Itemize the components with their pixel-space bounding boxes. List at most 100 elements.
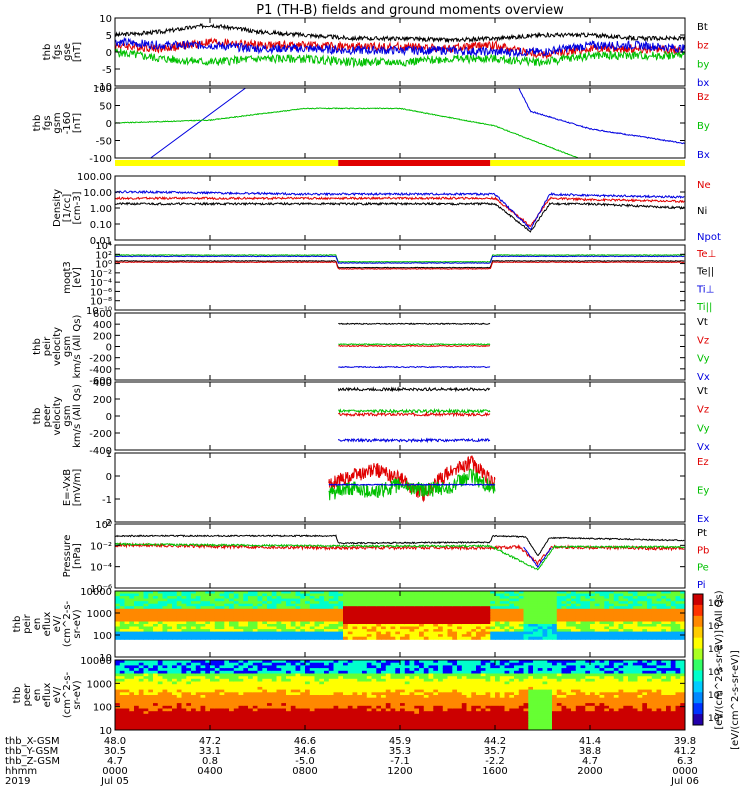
spectrogram-cell	[618, 621, 624, 625]
spectrogram-cell	[442, 673, 449, 677]
spectrogram-cell	[115, 631, 121, 635]
spectrogram-cell	[324, 662, 330, 666]
spectrogram-cell	[504, 692, 510, 696]
spectrogram-cell	[115, 603, 121, 607]
spectrogram-cell	[319, 662, 325, 666]
spectrogram-cell	[115, 716, 121, 720]
spectrogram-cell	[442, 700, 449, 704]
spectrogram-cell	[191, 662, 197, 666]
spectrogram-cell	[233, 591, 240, 595]
spectrogram-cell	[295, 636, 301, 640]
spectrogram-cell	[547, 681, 553, 685]
spectrogram-cell	[286, 724, 292, 728]
spectrogram-cell	[324, 678, 330, 683]
spectrogram-cell	[276, 591, 282, 595]
spectrogram-cell	[485, 611, 491, 615]
spectrogram-cell	[176, 606, 183, 610]
spectrogram-cell	[138, 611, 145, 615]
spectrogram-cell	[210, 636, 216, 640]
spectrogram-cell	[552, 634, 558, 638]
spectrogram-cell	[414, 593, 420, 597]
spectrogram-cell	[385, 636, 392, 640]
spectrogram-cell	[347, 634, 354, 638]
spectrogram-cell	[514, 724, 520, 728]
spectrogram-cell	[528, 596, 534, 600]
spectrogram-cell	[134, 681, 140, 685]
spectrogram-cell	[609, 598, 615, 602]
spectrogram-cell	[148, 603, 154, 607]
spectrogram-cell	[428, 618, 434, 622]
spectrogram-cell	[157, 665, 164, 669]
spectrogram-cell	[594, 727, 601, 730]
spectrogram-cell	[414, 598, 420, 602]
spectrogram-cell	[352, 703, 358, 707]
spectrogram-cell	[281, 705, 287, 710]
spectrogram-cell	[400, 608, 406, 612]
spectrogram-cell	[248, 686, 254, 691]
spectrogram-cell	[533, 684, 539, 688]
spectrogram-cell	[523, 686, 529, 691]
spectrogram-cell	[433, 660, 439, 664]
spectrogram-cell	[267, 629, 273, 633]
spectrogram-cell	[523, 660, 529, 664]
spectrogram-cell	[404, 611, 411, 615]
spectrogram-cell	[680, 618, 685, 622]
spectrogram-cell	[210, 670, 216, 675]
spectrogram-cell	[347, 660, 354, 664]
spectrogram-cell	[537, 593, 544, 597]
spectrogram-cell	[172, 681, 178, 685]
spectrogram-cell	[333, 686, 339, 691]
spectrogram-cell	[566, 618, 572, 622]
spectrogram-cell	[461, 591, 468, 595]
spectrogram-cell	[290, 668, 297, 672]
spectrogram-cell	[409, 616, 415, 620]
spectrogram-cell	[281, 719, 287, 723]
spectrogram-cell	[528, 708, 534, 712]
spectrogram-cell	[148, 700, 154, 704]
spectrogram-cell	[571, 692, 577, 696]
spectrogram-cell	[162, 703, 168, 707]
spectrogram-cell	[309, 721, 316, 726]
spectrogram-cell	[271, 719, 278, 723]
spectrogram-cell	[509, 634, 515, 638]
spectrogram-cell	[262, 624, 268, 628]
spectrogram-cell	[376, 703, 382, 707]
spectrogram-cell	[314, 668, 320, 672]
spectrogram-cell	[157, 660, 164, 664]
spectrogram-cell	[328, 721, 335, 726]
spectrogram-cell	[452, 695, 458, 699]
spectrogram-cell	[200, 719, 206, 723]
spectrogram-cell	[457, 593, 463, 597]
spectrogram-cell	[552, 596, 558, 600]
spectrogram-cell	[637, 618, 643, 622]
spectrogram-cell	[324, 692, 330, 696]
spectrogram-cell	[300, 711, 306, 715]
spectrogram-cell	[262, 591, 268, 595]
spectrogram-cell	[381, 673, 387, 677]
spectrogram-cell	[571, 668, 577, 672]
spectrogram-cell	[556, 598, 563, 602]
spectrogram-cell	[347, 591, 354, 595]
spectrogram-cell	[347, 705, 354, 710]
spectrogram-cell	[186, 673, 192, 677]
spectrogram-cell	[499, 611, 506, 615]
spectrogram-cell	[542, 608, 548, 612]
spectrogram-cell	[119, 593, 126, 597]
spectrogram-cell	[561, 611, 567, 615]
spectrogram-cell	[186, 670, 192, 675]
spectrogram-cell	[490, 613, 496, 617]
spectrogram-cell	[233, 700, 240, 704]
spectrogram-cell	[566, 676, 572, 680]
spectrogram-cell	[480, 606, 487, 610]
spectrogram-cell	[609, 631, 615, 635]
spectrogram-cell	[300, 591, 306, 595]
spectrogram-cell	[461, 626, 468, 630]
spectrogram-cell	[476, 703, 482, 707]
spectrogram-cell	[533, 665, 539, 669]
spectrogram-cell	[134, 692, 140, 696]
spectrogram-cell	[252, 670, 259, 675]
spectrogram-cell	[542, 668, 548, 672]
spectrogram-cell	[305, 598, 311, 602]
spectrogram-cell	[556, 662, 563, 666]
spectrogram-cell	[609, 624, 615, 628]
